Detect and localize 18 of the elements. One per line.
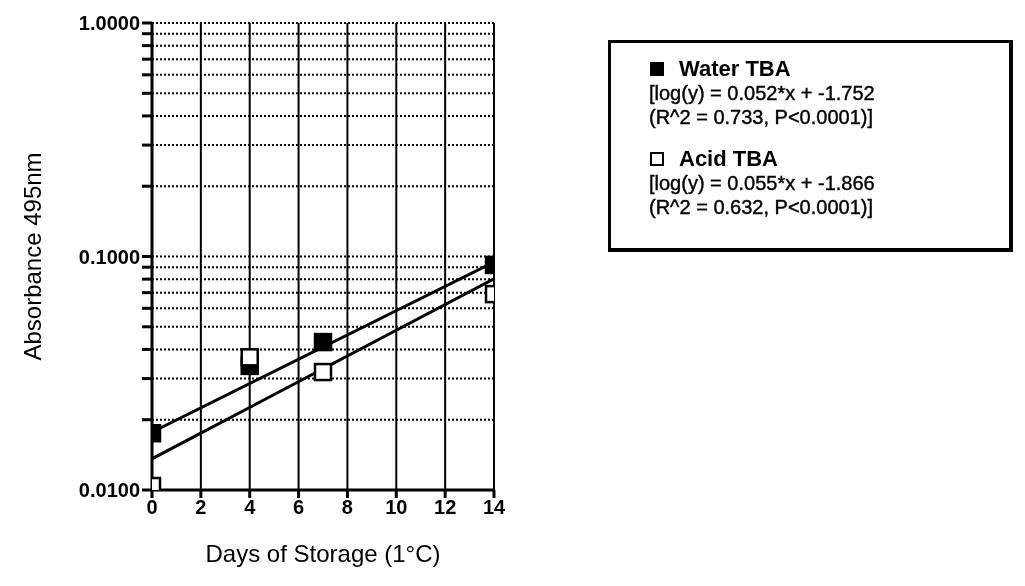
x-tick-label: 10 bbox=[385, 496, 408, 519]
text: [log(y) = 0.055*x + -1.866 (R^2 = 0.632, P<0.0001)] bbox=[649, 171, 876, 219]
y-axis-title: Absorbance 495nm bbox=[18, 152, 46, 361]
x-tick-label: 14 bbox=[482, 496, 506, 519]
point bbox=[313, 362, 333, 382]
x-tick-label: 6 bbox=[293, 496, 305, 519]
text: [log(y) = 0.052*x + -1.752 (R^2 = 0.733, P<0.0001)] bbox=[649, 81, 876, 129]
legend-label: Water TBA bbox=[678, 56, 792, 81]
y-tick-label: 1.0000 bbox=[78, 12, 140, 35]
x-tick-label: 12 bbox=[434, 496, 457, 519]
x-tick-label: 0 bbox=[146, 496, 158, 519]
y-tick-label: 0.0100 bbox=[78, 479, 140, 502]
x-tick-label: 2 bbox=[195, 496, 207, 519]
x-tick-label: 4 bbox=[244, 496, 257, 519]
legend-label: Acid TBA bbox=[678, 146, 779, 171]
y-tick-label: 0.1000 bbox=[78, 245, 140, 268]
x-axis-title: Days of Storage (1°C) bbox=[205, 540, 441, 567]
x-tick-label: 8 bbox=[341, 496, 353, 519]
